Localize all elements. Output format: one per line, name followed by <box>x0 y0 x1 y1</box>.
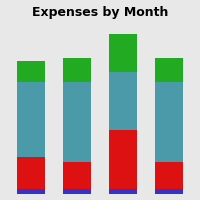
Bar <box>17 157 45 189</box>
Bar <box>155 162 183 189</box>
Bar <box>109 34 137 72</box>
Bar <box>63 58 91 82</box>
Bar <box>63 189 91 194</box>
Bar <box>63 82 91 162</box>
Bar <box>109 189 137 194</box>
Bar <box>17 82 45 157</box>
Bar <box>109 72 137 130</box>
Bar <box>155 82 183 162</box>
Bar <box>155 189 183 194</box>
Bar <box>63 162 91 189</box>
Bar <box>17 189 45 194</box>
Bar <box>109 130 137 189</box>
Title: Expenses by Month: Expenses by Month <box>32 6 168 19</box>
Bar <box>155 58 183 82</box>
Bar <box>17 61 45 82</box>
